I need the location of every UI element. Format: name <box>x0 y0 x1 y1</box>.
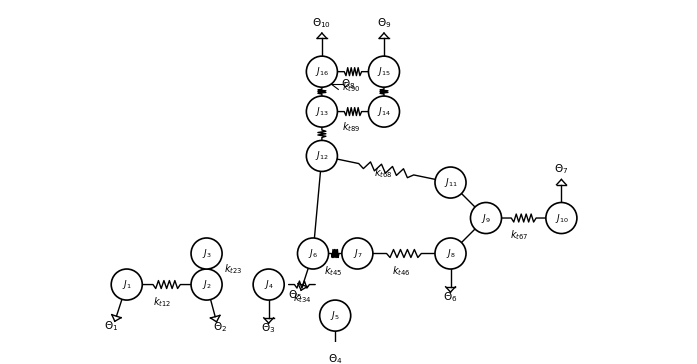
Text: $J_{6}$: $J_{6}$ <box>308 247 318 260</box>
Text: $k_{t45}$: $k_{t45}$ <box>324 264 343 278</box>
Text: $\Theta_2$: $\Theta_2$ <box>213 320 227 334</box>
Text: $\Theta_6$: $\Theta_6$ <box>443 290 458 304</box>
Text: $k_{t23}$: $k_{t23}$ <box>224 262 243 276</box>
Text: $\Theta_1$: $\Theta_1$ <box>105 320 118 333</box>
Text: $k_{t90}$: $k_{t90}$ <box>342 80 360 94</box>
Text: $\Theta_{10}$: $\Theta_{10}$ <box>312 16 331 29</box>
Text: $J_{3}$: $J_{3}$ <box>201 247 211 260</box>
Circle shape <box>307 56 337 87</box>
Text: $J_{11}$: $J_{11}$ <box>444 176 457 189</box>
Text: $J_{4}$: $J_{4}$ <box>263 278 273 291</box>
Text: $\Theta_3$: $\Theta_3$ <box>261 321 276 335</box>
Circle shape <box>191 238 222 269</box>
Text: $J_{16}$: $J_{16}$ <box>315 65 329 78</box>
Text: $J_{10}$: $J_{10}$ <box>555 211 568 225</box>
Circle shape <box>369 56 399 87</box>
Circle shape <box>307 96 337 127</box>
Circle shape <box>298 238 328 269</box>
Circle shape <box>435 167 466 198</box>
Circle shape <box>435 238 466 269</box>
Text: $\Theta_4$: $\Theta_4$ <box>328 353 342 364</box>
Text: $k_{t46}$: $k_{t46}$ <box>392 264 411 278</box>
Text: $J_{15}$: $J_{15}$ <box>377 65 391 78</box>
Text: $J_{2}$: $J_{2}$ <box>202 278 211 291</box>
Text: $J_{14}$: $J_{14}$ <box>377 105 391 118</box>
Text: $J_{8}$: $J_{8}$ <box>445 247 455 260</box>
Text: $\Theta_9$: $\Theta_9$ <box>377 16 391 29</box>
Circle shape <box>342 238 373 269</box>
Text: $J_{9}$: $J_{9}$ <box>481 211 491 225</box>
Text: $\Theta_8$: $\Theta_8$ <box>342 77 355 91</box>
Circle shape <box>253 269 284 300</box>
Text: $k_{t34}$: $k_{t34}$ <box>293 291 312 305</box>
Circle shape <box>320 300 351 331</box>
Text: $k_{t67}$: $k_{t67}$ <box>510 229 529 242</box>
Circle shape <box>112 269 142 300</box>
Circle shape <box>307 141 337 171</box>
Text: $\Theta_7$: $\Theta_7$ <box>554 162 569 176</box>
Text: $J_{5}$: $J_{5}$ <box>330 309 340 322</box>
Text: $J_{13}$: $J_{13}$ <box>315 105 329 118</box>
Circle shape <box>191 269 222 300</box>
Circle shape <box>470 202 502 234</box>
Circle shape <box>546 202 577 234</box>
Text: $k_{t68}$: $k_{t68}$ <box>374 167 392 181</box>
Text: $k_{t89}$: $k_{t89}$ <box>342 120 360 134</box>
Text: $k_{t12}$: $k_{t12}$ <box>153 295 171 309</box>
Text: $J_{12}$: $J_{12}$ <box>315 150 329 162</box>
Text: $J_{7}$: $J_{7}$ <box>353 247 362 260</box>
Circle shape <box>369 96 399 127</box>
Text: $J_{1}$: $J_{1}$ <box>122 278 132 291</box>
Text: $\Theta_5$: $\Theta_5$ <box>288 288 302 302</box>
